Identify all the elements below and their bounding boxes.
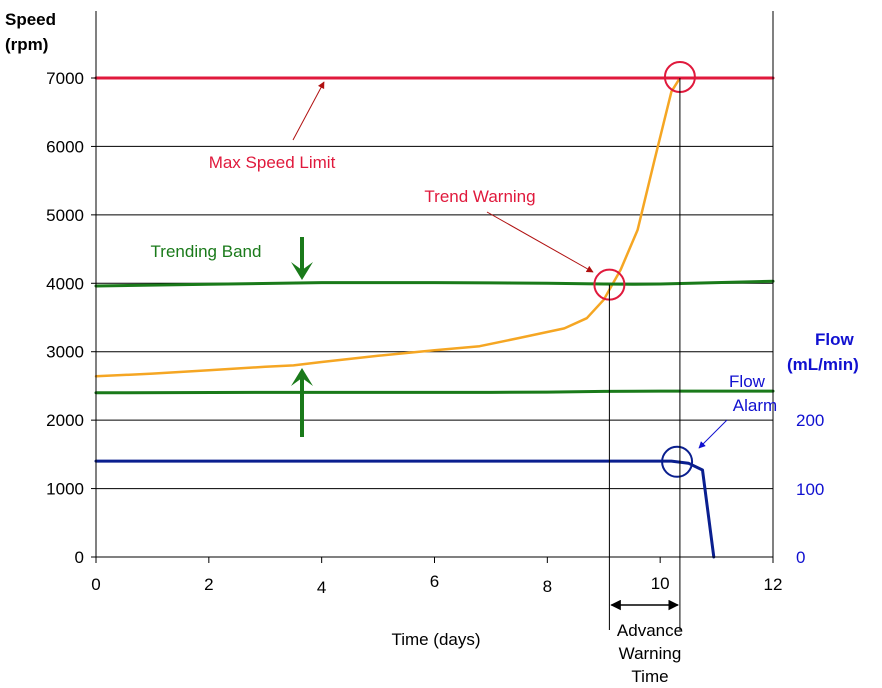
x-axis-title: Time (days) [391, 630, 480, 649]
x-tick-label-4: 4 [317, 578, 326, 597]
flow-alarm-circle [661, 445, 694, 478]
y2-tick-label-200: 200 [796, 411, 824, 430]
x-tick-label-2: 2 [204, 575, 213, 594]
advance-warning-label-line2: Warning [619, 644, 682, 663]
series-flow [94, 459, 716, 559]
y-tick-label-3000: 3000 [46, 343, 84, 362]
advance-warning-label-line3: Time [631, 667, 668, 686]
max-speed-arrow [292, 81, 325, 141]
max-speed-label: Max Speed Limit [209, 153, 336, 172]
series-speed [94, 76, 775, 378]
x-tick-label-10: 10 [651, 574, 670, 593]
series-band-upper [94, 279, 775, 288]
series-band-lower [94, 389, 775, 395]
y-tick-label-6000: 6000 [46, 137, 84, 156]
y2-tick-label-0: 0 [796, 548, 805, 567]
trend-warning-arrow [486, 211, 594, 273]
y-axis-title-line1: Speed [5, 10, 56, 29]
advance-warning-label-line1: Advance [617, 621, 683, 640]
annotations [291, 61, 728, 630]
x-tick-label-12: 12 [764, 575, 783, 594]
y2-axis-title-line1: Flow [815, 330, 854, 349]
y-tick-label-1000: 1000 [46, 480, 84, 499]
y2-axis-title-line2: (mL/min) [787, 355, 859, 374]
flow-alarm-arrow [698, 419, 728, 449]
trending-band-label: Trending Band [151, 242, 262, 261]
y-tick-label-2000: 2000 [46, 411, 84, 430]
y-axis-title-line2: (rpm) [5, 35, 48, 54]
y2-tick-label-100: 100 [796, 480, 824, 499]
x-tick-label-0: 0 [91, 575, 100, 594]
trending-band-arrow-up [291, 368, 313, 437]
y-tick-label-4000: 4000 [46, 274, 84, 293]
y-tick-label-0: 0 [75, 548, 84, 567]
trending-band-arrow-down [291, 237, 313, 280]
y-tick-label-7000: 7000 [46, 69, 84, 88]
y-tick-label-5000: 5000 [46, 206, 84, 225]
x-tick-label-6: 6 [430, 572, 439, 591]
flow-alarm-label-line1: Flow [729, 372, 766, 391]
axes: 0 1000 2000 3000 4000 5000 6000 7000 0 2 4 6 8 10 12 0 1… [46, 11, 824, 597]
series-layer [94, 76, 775, 559]
trend-warning-label: Trend Warning [424, 187, 535, 206]
x-tick-label-8: 8 [543, 577, 552, 596]
flow-alarm-label-line2: Alarm [733, 396, 777, 415]
